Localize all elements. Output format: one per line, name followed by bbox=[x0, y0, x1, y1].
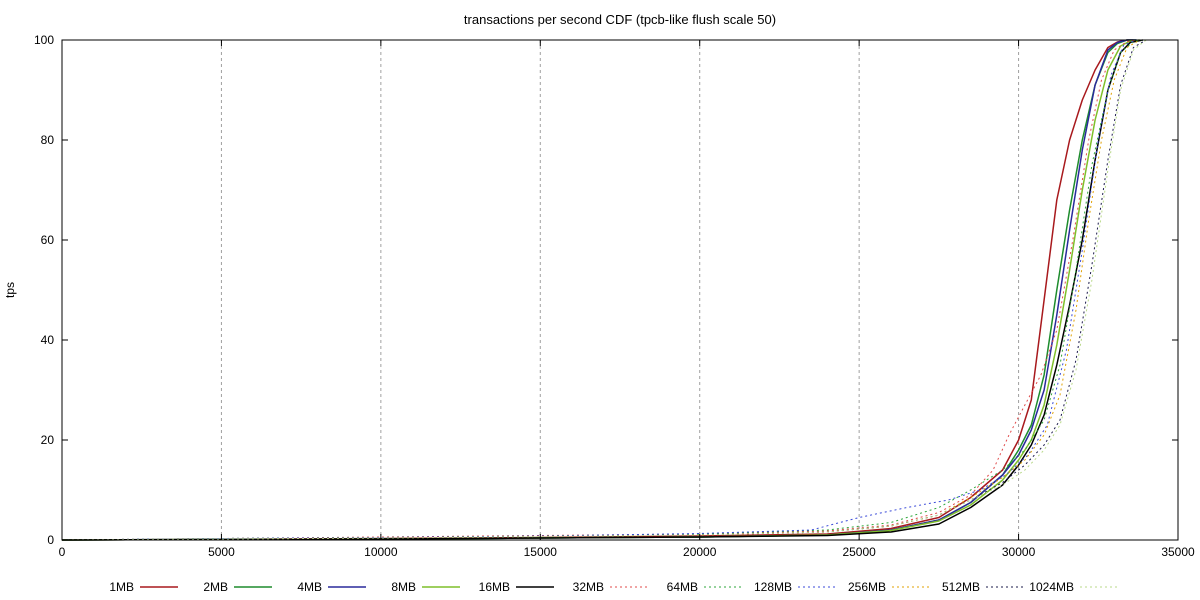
x-tick-label: 25000 bbox=[842, 545, 876, 559]
plot-frame bbox=[61, 39, 1179, 541]
series-line-1024MB bbox=[61, 39, 1147, 541]
series-line-2MB bbox=[61, 39, 1137, 541]
legend-label-1024MB: 1024MB bbox=[1029, 580, 1074, 594]
series-line-4MB bbox=[61, 39, 1137, 541]
y-tick-label: 100 bbox=[34, 33, 54, 47]
legend-label-64MB: 64MB bbox=[667, 580, 698, 594]
legend-label-512MB: 512MB bbox=[942, 580, 980, 594]
series-line-512MB bbox=[61, 39, 1147, 541]
series-line-8MB bbox=[61, 39, 1140, 541]
series-line-32MB bbox=[61, 39, 1140, 541]
y-tick-label: 0 bbox=[47, 533, 54, 547]
legend-label-8MB: 8MB bbox=[391, 580, 416, 594]
chart-title: transactions per second CDF (tpcb-like f… bbox=[464, 12, 776, 27]
legend-label-4MB: 4MB bbox=[297, 580, 322, 594]
legend-label-32MB: 32MB bbox=[573, 580, 604, 594]
y-axis-label: tps bbox=[3, 282, 17, 298]
series-line-128MB bbox=[61, 39, 1137, 541]
x-tick-label: 15000 bbox=[524, 545, 558, 559]
legend-label-128MB: 128MB bbox=[754, 580, 792, 594]
x-tick-label: 10000 bbox=[364, 545, 398, 559]
series-line-256MB bbox=[61, 39, 1140, 541]
legend-label-2MB: 2MB bbox=[203, 580, 228, 594]
x-tick-label: 20000 bbox=[683, 545, 717, 559]
y-tick-label: 40 bbox=[41, 333, 55, 347]
y-tick-label: 60 bbox=[41, 233, 55, 247]
legend-label-16MB: 16MB bbox=[479, 580, 510, 594]
x-tick-label: 30000 bbox=[1002, 545, 1036, 559]
series-line-64MB bbox=[61, 39, 1143, 541]
legend-label-256MB: 256MB bbox=[848, 580, 886, 594]
x-tick-label: 0 bbox=[59, 545, 66, 559]
legend: 1MB 2MB 4MB 8MB 16MB 32MB 64MB 128MB 256MB 512MB 1… bbox=[109, 580, 1118, 594]
series-line-16MB bbox=[61, 39, 1144, 541]
y-tick-label: 80 bbox=[41, 133, 55, 147]
x-tick-label: 5000 bbox=[208, 545, 235, 559]
tick-layer: 0 5000 10000 15000 20000 25000 30000 35000 0 20 40… bbox=[34, 33, 1195, 559]
x-tick-label: 35000 bbox=[1161, 545, 1195, 559]
legend-label-1MB: 1MB bbox=[109, 580, 134, 594]
grid-layer bbox=[220, 40, 1020, 540]
series-line-1MB bbox=[61, 39, 1134, 541]
y-tick-label: 20 bbox=[41, 433, 55, 447]
series-layer bbox=[61, 39, 1147, 541]
